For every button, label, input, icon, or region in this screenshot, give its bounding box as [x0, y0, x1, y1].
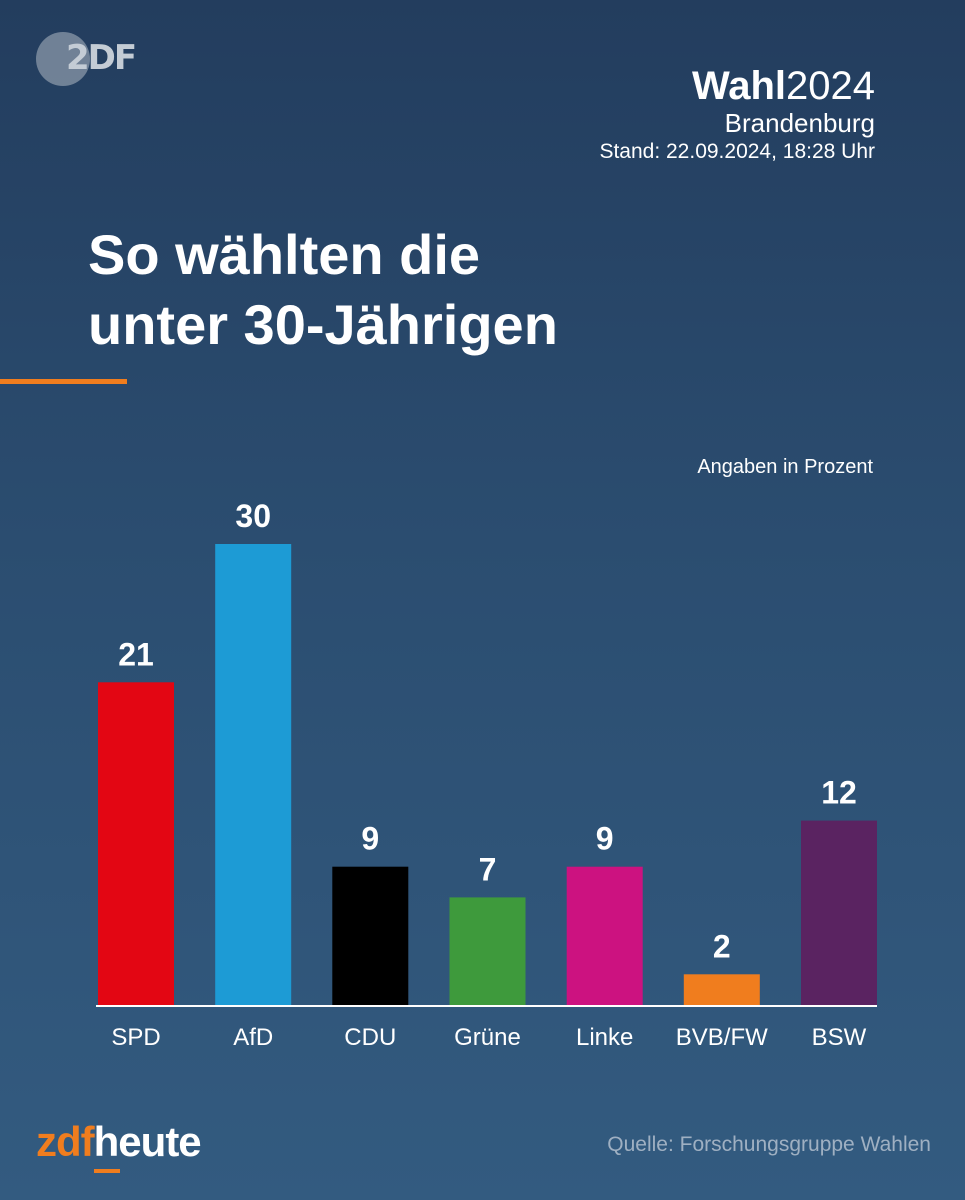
- category-label: BSW: [812, 1024, 867, 1051]
- timestamp-label: Stand: 22.09.2024, 18:28 Uhr: [599, 140, 875, 163]
- category-label: BVB/FW: [676, 1024, 768, 1051]
- value-label: 21: [118, 636, 154, 672]
- election-title-word: Wahl: [691, 64, 787, 108]
- zdf-logo-circle: [36, 32, 90, 86]
- bar-linke: [566, 866, 643, 1005]
- value-label: 12: [821, 775, 857, 811]
- accent-divider: [0, 379, 127, 384]
- page-title-line-1: So wählten die: [88, 223, 481, 286]
- page-title-line-2: unter 30-Jährigen: [88, 293, 558, 356]
- election-title-year: 2024: [786, 64, 875, 108]
- region-label: Brandenburg: [724, 108, 875, 138]
- page-title: So wählten die unter 30-Jährigen: [88, 220, 788, 360]
- units-label: Angaben in Prozent: [697, 456, 873, 478]
- election-title: Wahl2024: [599, 64, 875, 108]
- zdfheute-logo-heute: heute: [93, 1118, 202, 1165]
- election-header: Wahl2024 Brandenburg Stand: 22.09.2024, …: [599, 64, 875, 166]
- value-label: 2: [713, 928, 731, 964]
- bar-afd: [215, 544, 292, 1005]
- category-label: CDU: [344, 1024, 396, 1051]
- category-label: SPD: [111, 1024, 160, 1051]
- bar-bsw: [801, 820, 877, 1005]
- bar-spd: [98, 682, 174, 1005]
- value-label: 7: [479, 851, 497, 887]
- bar-gr-ne: [449, 897, 526, 1005]
- zdf-logo-text: 2DF: [66, 38, 137, 78]
- value-label: 30: [235, 498, 271, 534]
- bar-cdu: [332, 866, 409, 1005]
- source-label: Quelle: Forschungsgruppe Wahlen: [607, 1133, 931, 1156]
- zdfheute-logo: zdfheute: [36, 1118, 202, 1166]
- category-label: AfD: [233, 1024, 273, 1051]
- category-label: Linke: [576, 1024, 633, 1051]
- category-label: Grüne: [454, 1024, 521, 1051]
- zdfheute-logo-zdf: zdf: [36, 1118, 95, 1165]
- value-label: 9: [361, 821, 379, 857]
- value-label: 9: [596, 821, 614, 857]
- bar-bvb-fw: [683, 974, 760, 1005]
- zdf-logo: 2DF: [36, 32, 137, 88]
